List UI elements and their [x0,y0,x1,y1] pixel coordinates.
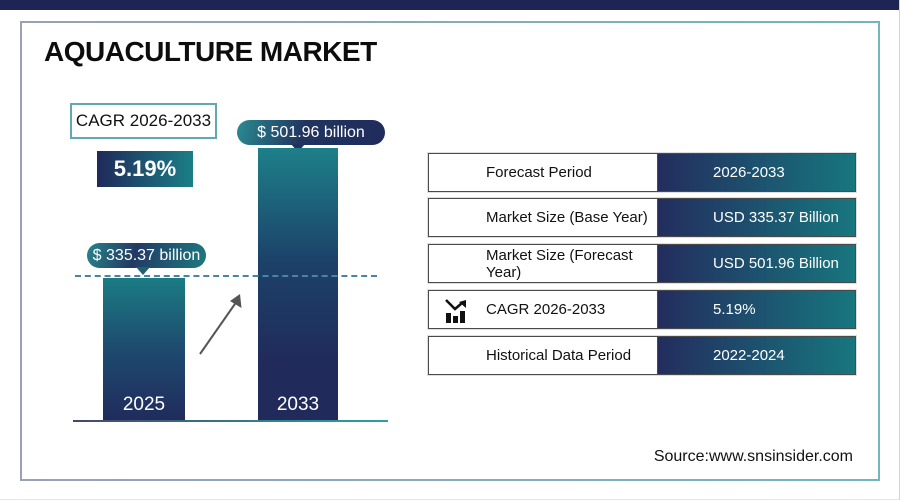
table-row-historical-period: Historical Data Period 2022-2024 [428,336,856,375]
table-row-value-text: 5.19% [713,301,756,318]
table-row-value: USD 501.96 Billion [658,245,855,282]
table-row-value: 2026-2033 [658,154,855,191]
table-row-forecast-period: Forecast Period 2026-2033 [428,153,856,192]
table-row-label-text: CAGR 2026-2033 [486,301,606,318]
table-row-market-size-base: Market Size (Base Year) USD 335.37 Billi… [428,198,856,237]
table-row-value-text: USD 501.96 Billion [713,255,839,272]
table-row-value-text: USD 335.37 Billion [713,209,839,226]
table-row-label: Market Size (Base Year) [429,199,658,236]
bar-2033 [258,148,338,421]
value-bubble-2025: $ 335.37 billion [87,243,206,268]
page-title: AQUACULTURE MARKET [44,36,377,67]
cagr-value-text: 5.19% [113,156,177,181]
table-row-label-text: Market Size (Forecast Year) [486,246,633,281]
source-attribution: Source:www.snsinsider.com [653,448,853,465]
table-row-label-text: Market Size (Base Year) [486,209,648,226]
bar-2025 [103,278,185,421]
value-bubble-2025-text: $ 335.37 billion [92,246,201,264]
table-row-label: Forecast Period [429,154,658,191]
chart-baseline [73,420,388,422]
table-row-value-text: 2026-2033 [713,164,785,181]
table-row-label-text: Historical Data Period [486,347,632,364]
table-row-cagr: CAGR 2026-2033 5.19% [428,290,856,329]
bar-label-2025: 2025 [122,394,166,415]
cagr-period-box: CAGR 2026-2033 [70,103,217,139]
cagr-value-badge: 5.19% [97,151,193,187]
table-row-label: Market Size (Forecast Year) [429,245,658,282]
chart-growth-icon [445,299,466,323]
bubble-pointer-2025 [136,267,150,275]
cagr-period-label: CAGR 2026-2033 [75,111,212,130]
table-row-label-text: Forecast Period [486,164,592,181]
table-row-value: USD 335.37 Billion [658,199,855,236]
top-accent-bar [0,0,899,10]
reference-dashed-line [75,275,377,277]
table-row-value: 5.19% [658,291,855,328]
table-row-market-size-forecast: Market Size (Forecast Year) USD 501.96 B… [428,244,856,283]
table-row-label: CAGR 2026-2033 [429,291,658,328]
table-row-label: Historical Data Period [429,337,658,374]
growth-arrow-icon [199,294,242,355]
table-row-value: 2022-2024 [658,337,855,374]
table-row-value-text: 2022-2024 [713,347,785,364]
bar-label-2033: 2033 [276,394,320,415]
value-bubble-2033: $ 501.96 billion [237,120,385,145]
value-bubble-2033-text: $ 501.96 billion [257,123,365,141]
